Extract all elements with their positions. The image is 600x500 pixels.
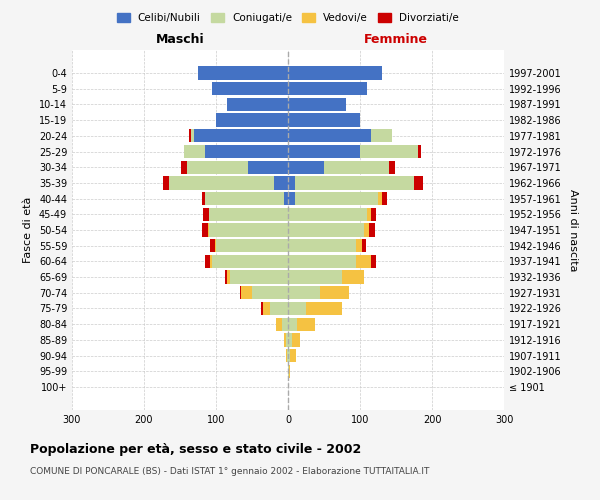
Bar xyxy=(274,176,288,190)
Bar xyxy=(288,114,360,127)
Bar xyxy=(342,270,364,284)
Bar xyxy=(324,160,389,174)
Bar xyxy=(282,318,288,331)
Bar xyxy=(288,318,296,331)
Bar xyxy=(288,302,306,315)
Bar xyxy=(382,192,388,205)
Bar xyxy=(288,82,367,96)
Bar xyxy=(371,208,376,221)
Bar xyxy=(295,176,414,190)
Legend: Celibi/Nubili, Coniugati/e, Vedovi/e, Divorziati/e: Celibi/Nubili, Coniugati/e, Vedovi/e, Di… xyxy=(113,8,463,27)
Bar xyxy=(287,349,288,362)
Bar xyxy=(210,254,212,268)
Bar xyxy=(198,66,288,80)
Bar xyxy=(205,192,284,205)
Bar xyxy=(163,176,169,190)
Bar xyxy=(306,302,342,315)
Text: Maschi: Maschi xyxy=(155,33,205,46)
Bar xyxy=(263,302,270,315)
Bar xyxy=(370,224,375,236)
Y-axis label: Anni di nascita: Anni di nascita xyxy=(568,188,578,271)
Bar xyxy=(364,224,370,236)
Bar xyxy=(288,192,295,205)
Bar xyxy=(209,224,288,236)
Bar xyxy=(288,349,290,362)
Bar xyxy=(212,82,288,96)
Bar xyxy=(371,129,392,142)
Bar xyxy=(248,160,288,174)
Bar xyxy=(288,176,295,190)
Bar xyxy=(292,333,300,346)
Bar xyxy=(216,239,288,252)
Bar xyxy=(241,286,252,300)
Bar xyxy=(188,129,191,142)
Bar xyxy=(356,239,362,252)
Bar xyxy=(378,192,382,205)
Bar xyxy=(262,302,263,315)
Bar xyxy=(288,66,382,80)
Bar xyxy=(286,349,287,362)
Bar xyxy=(270,302,288,315)
Bar xyxy=(212,254,288,268)
Bar xyxy=(209,208,288,221)
Bar xyxy=(202,224,208,236)
Bar xyxy=(288,129,371,142)
Bar xyxy=(216,114,288,127)
Bar xyxy=(205,145,288,158)
Bar xyxy=(288,98,346,111)
Bar xyxy=(418,145,421,158)
Bar xyxy=(389,160,395,174)
Bar xyxy=(295,192,378,205)
Bar xyxy=(288,208,367,221)
Bar xyxy=(362,239,366,252)
Bar xyxy=(277,318,282,331)
Bar xyxy=(181,160,187,174)
Bar xyxy=(215,239,216,252)
Bar xyxy=(252,286,288,300)
Bar xyxy=(284,192,288,205)
Bar xyxy=(371,254,376,268)
Bar xyxy=(356,254,371,268)
Bar xyxy=(288,145,360,158)
Bar xyxy=(191,129,194,142)
Bar xyxy=(194,129,288,142)
Bar xyxy=(288,286,320,300)
Bar xyxy=(288,239,356,252)
Text: Femmine: Femmine xyxy=(364,33,428,46)
Bar xyxy=(288,333,292,346)
Bar xyxy=(288,364,289,378)
Bar xyxy=(169,176,274,190)
Bar xyxy=(230,270,288,284)
Bar xyxy=(227,98,288,111)
Bar xyxy=(367,208,371,221)
Bar xyxy=(209,239,215,252)
Bar xyxy=(226,270,227,284)
Bar xyxy=(187,160,248,174)
Bar xyxy=(202,192,205,205)
Bar xyxy=(296,318,314,331)
Bar xyxy=(227,270,230,284)
Bar xyxy=(184,145,205,158)
Bar xyxy=(208,224,209,236)
Bar xyxy=(290,349,296,362)
Bar xyxy=(289,364,290,378)
Bar xyxy=(203,208,209,221)
Bar xyxy=(288,224,364,236)
Bar xyxy=(205,254,210,268)
Bar xyxy=(286,333,288,346)
Bar xyxy=(288,254,356,268)
Bar xyxy=(284,333,286,346)
Bar xyxy=(414,176,422,190)
Bar xyxy=(240,286,241,300)
Text: Popolazione per età, sesso e stato civile - 2002: Popolazione per età, sesso e stato civil… xyxy=(30,442,361,456)
Bar xyxy=(360,145,418,158)
Y-axis label: Fasce di età: Fasce di età xyxy=(23,197,33,263)
Text: COMUNE DI PONCARALE (BS) - Dati ISTAT 1° gennaio 2002 - Elaborazione TUTTAITALIA: COMUNE DI PONCARALE (BS) - Dati ISTAT 1°… xyxy=(30,468,430,476)
Bar xyxy=(288,160,324,174)
Bar xyxy=(320,286,349,300)
Bar xyxy=(288,270,342,284)
